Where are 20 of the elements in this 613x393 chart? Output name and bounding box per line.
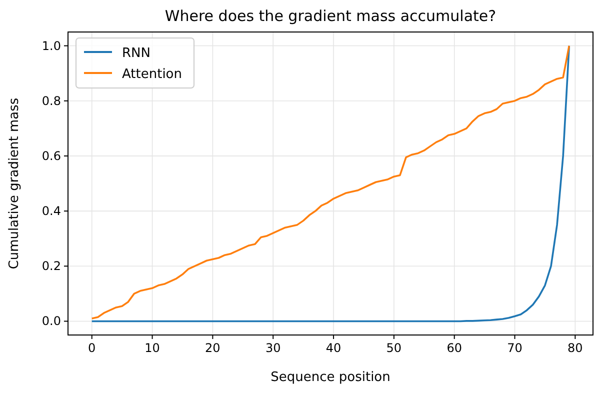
- x-tick-label: 40: [326, 341, 342, 355]
- x-tick-label: 30: [265, 341, 281, 355]
- y-tick-label: 0.4: [42, 204, 61, 218]
- y-tick-label: 0.2: [42, 259, 61, 274]
- x-tick-label: 0: [88, 341, 96, 355]
- x-tick-label: 20: [205, 341, 220, 355]
- y-tick-label: 0.8: [42, 94, 61, 108]
- legend-label: Attention: [122, 67, 182, 82]
- x-axis-title: Sequence position: [270, 370, 390, 385]
- x-tick-label: 70: [507, 341, 522, 355]
- x-tick-label: 80: [568, 341, 583, 355]
- y-tick-label: 1.0: [42, 38, 61, 53]
- chart-title: Where does the gradient mass accumulate?: [164, 7, 496, 25]
- y-tick-label: 0.6: [42, 148, 61, 163]
- y-axis-title: Cumulative gradient mass: [7, 98, 22, 270]
- y-tick-label: 0.0: [42, 314, 61, 328]
- legend-label: RNN: [122, 46, 150, 61]
- x-tick-label: 50: [386, 341, 402, 355]
- x-tick-label: 10: [144, 341, 160, 355]
- x-tick-label: 60: [446, 341, 462, 355]
